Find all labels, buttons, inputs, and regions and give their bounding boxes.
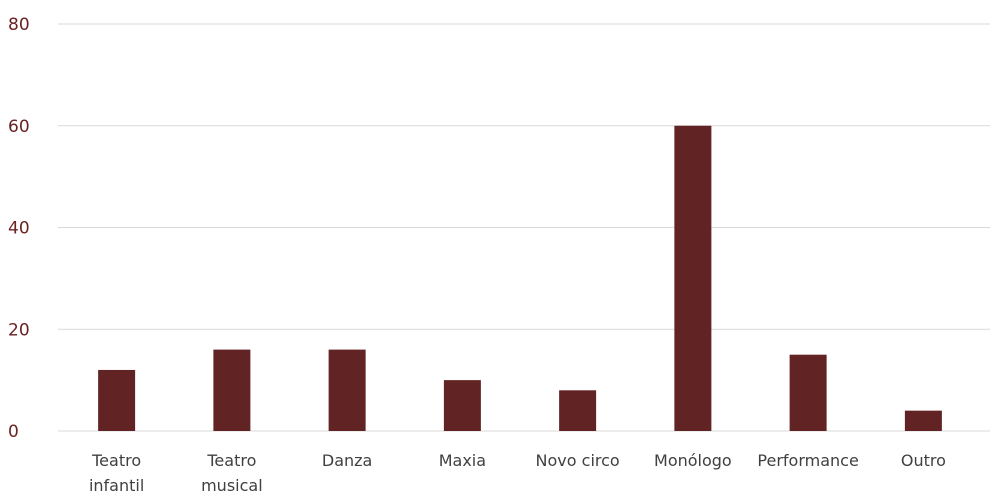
x-tick-label: Maxia	[439, 451, 486, 470]
x-axis-ticks: Teatro infantil Teatro musical Danza Maxia Nov…	[89, 451, 946, 493]
x-tick-label: Danza	[322, 451, 372, 470]
x-tick-label-line: musical	[201, 476, 263, 493]
bar	[443, 380, 481, 431]
x-tick-label-line: Performance	[757, 451, 858, 470]
y-tick-label: 0	[8, 422, 19, 442]
x-tick-label-line: infantil	[89, 476, 144, 493]
x-tick-label-line: Outro	[901, 451, 946, 470]
bar	[674, 125, 712, 431]
y-tick-label: 40	[8, 219, 30, 239]
gridlines	[58, 23, 990, 432]
x-tick-label-line: Monólogo	[654, 451, 732, 470]
x-tick-label: Novo circo	[536, 451, 620, 470]
y-tick-label: 80	[8, 15, 30, 35]
y-tick-label: 20	[8, 320, 30, 340]
x-tick-label-line: Maxia	[439, 451, 486, 470]
bar	[559, 390, 597, 431]
x-tick-label: Teatro infantil	[89, 451, 144, 493]
bar	[789, 354, 827, 431]
x-tick-label: Teatro musical	[201, 451, 263, 493]
x-tick-label: Performance	[757, 451, 858, 470]
bar	[904, 410, 942, 431]
x-tick-label-line: Danza	[322, 451, 372, 470]
bar	[213, 349, 251, 431]
x-tick-label-line: Teatro	[206, 451, 256, 470]
bars	[98, 125, 942, 431]
x-tick-label-line: Teatro	[91, 451, 141, 470]
bar	[328, 349, 366, 431]
y-axis-ticks: 0 20 40 60 80	[8, 15, 30, 442]
x-tick-label-line: Novo circo	[536, 451, 620, 470]
y-tick-label: 60	[8, 117, 30, 137]
x-tick-label: Outro	[901, 451, 946, 470]
bar	[98, 369, 136, 431]
x-tick-label: Monólogo	[654, 451, 732, 470]
